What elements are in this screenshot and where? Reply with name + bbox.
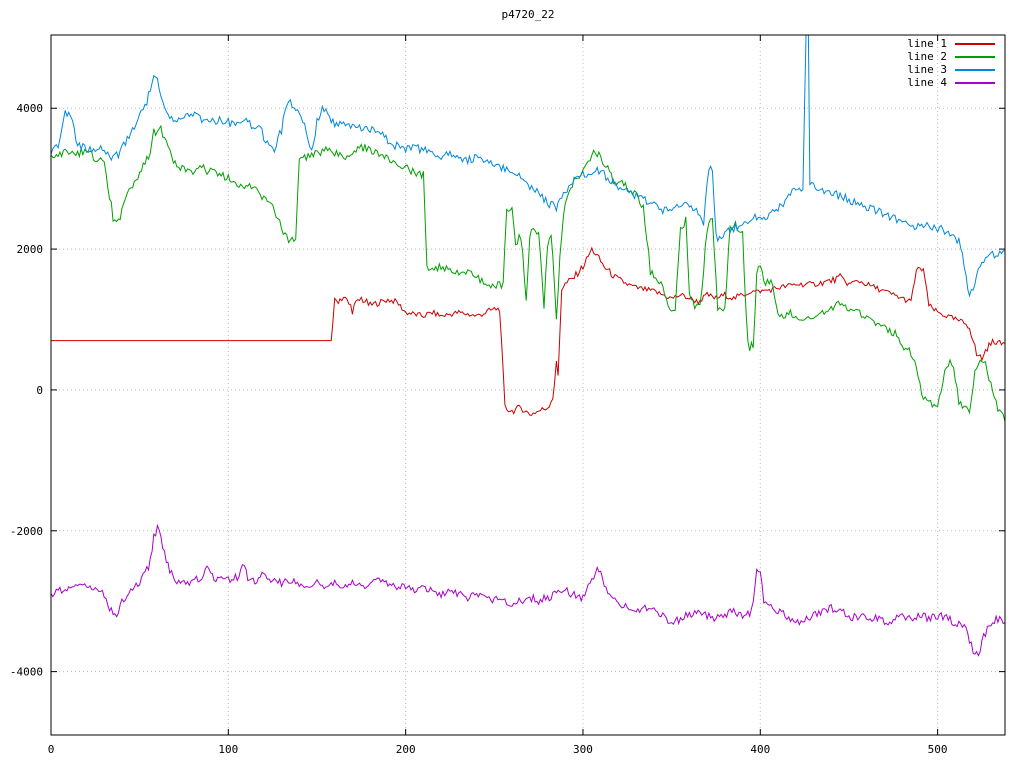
legend-item-1: line 1	[907, 38, 995, 50]
legend-line-sample	[955, 82, 995, 84]
series-4-line	[51, 523, 1005, 657]
plot-border	[50, 34, 1006, 736]
y-tick-label: -4000	[10, 666, 43, 679]
legend-label: line 2	[907, 50, 947, 63]
x-tick-label: 200	[396, 743, 416, 756]
series-3-line	[51, 35, 1005, 298]
legend-label: line 4	[907, 76, 947, 89]
legend-label: line 1	[907, 37, 947, 50]
legend: line 1 line 2 line 3 line 4	[907, 38, 995, 89]
x-tick-label: 300	[573, 743, 593, 756]
y-tick-label: 4000	[17, 102, 44, 115]
legend-item-2: line 2	[907, 51, 995, 63]
legend-item-3: line 3	[907, 64, 995, 76]
y-tick-label: 0	[36, 384, 43, 397]
legend-item-4: line 4	[907, 77, 995, 89]
series-1-line	[51, 246, 1005, 416]
y-tick-label: -2000	[10, 525, 43, 538]
x-tick-label: 400	[750, 743, 770, 756]
x-tick-label: 100	[218, 743, 238, 756]
chart-title: p4720_22	[501, 8, 555, 21]
legend-label: line 3	[907, 63, 947, 76]
legend-line-sample	[955, 43, 995, 45]
series-2-line	[51, 124, 1005, 422]
legend-line-sample	[955, 69, 995, 71]
y-tick-label: 2000	[17, 243, 44, 256]
x-tick-label: 500	[928, 743, 948, 756]
legend-line-sample	[955, 56, 995, 58]
x-tick-label: 0	[48, 743, 55, 756]
